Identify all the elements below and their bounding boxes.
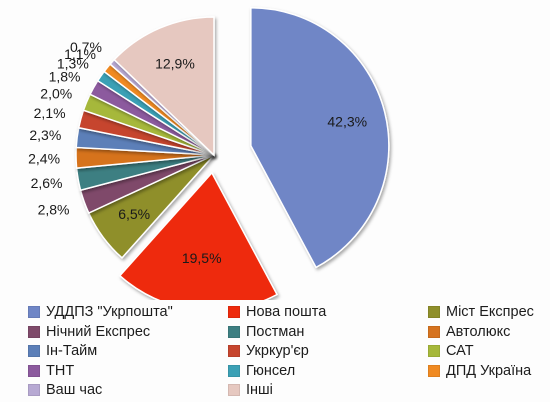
legend-swatch — [228, 325, 240, 338]
legend-item: Ваш час — [28, 382, 102, 398]
legend-swatch — [28, 325, 40, 338]
data-label: 19,5% — [182, 250, 222, 266]
pie-slice — [118, 171, 279, 300]
legend-item: Постман — [228, 324, 304, 340]
legend-item: Гюнсел — [228, 363, 295, 379]
pie-chart: 42,3%19,5%6,5%2,8%2,6%2,4%2,3%2,1%2,0%1,… — [28, 6, 390, 300]
legend-swatch — [228, 364, 240, 377]
data-label: 12,9% — [155, 56, 195, 72]
data-label: 1,1% — [64, 46, 96, 62]
data-label: 1,3% — [57, 55, 89, 71]
data-label: 42,3% — [327, 114, 367, 130]
legend-label: Міст Експрес — [446, 304, 534, 320]
data-label: 2,8% — [38, 201, 70, 217]
legend-item: Автолюкс — [428, 324, 510, 340]
legend-label: Інші — [246, 382, 273, 398]
legend-label: ДПД Україна — [446, 362, 532, 379]
legend-label: САТ — [446, 343, 474, 359]
legend-label: Укркур'єр — [246, 343, 309, 359]
legend-item: ТНТ — [28, 363, 74, 379]
data-label: 2,1% — [34, 105, 66, 121]
pie-slices — [75, 6, 390, 300]
legend-swatch — [28, 345, 40, 357]
legend-label: Автолюкс — [446, 323, 511, 340]
legend-swatch — [228, 306, 240, 318]
legend-swatch — [428, 306, 440, 318]
legend-label: Постман — [246, 323, 305, 340]
legend-item: ДПД Україна — [428, 363, 531, 379]
legend-item: Міст Експрес — [428, 304, 534, 320]
data-label: 1,8% — [49, 69, 81, 85]
legend-swatch — [428, 345, 440, 357]
legend-label: Гюнсел — [246, 362, 296, 379]
legend-swatch — [28, 384, 40, 396]
legend-label: Нова пошта — [246, 304, 327, 320]
legend-item: Інші — [228, 382, 273, 398]
legend: УДДПЗ "Укрпошта" Нова пошта Міст Експрес Ні… — [0, 300, 550, 402]
data-label: 6,5% — [118, 206, 150, 222]
legend-swatch — [28, 364, 40, 377]
legend-item: САТ — [428, 343, 474, 359]
legend-item: Нічний Експрес — [28, 324, 150, 340]
legend-item: Ін-Тайм — [28, 343, 97, 359]
legend-label: Нічний Експрес — [46, 323, 151, 340]
data-label: 0,7% — [70, 39, 102, 55]
pie-slice — [113, 16, 215, 157]
data-labels: 42,3%19,5%6,5%2,8%2,6%2,4%2,3%2,1%2,0%1,… — [28, 39, 367, 266]
legend-label: Ін-Тайм — [46, 343, 98, 359]
legend-swatch — [28, 306, 40, 318]
data-label: 2,6% — [31, 175, 63, 191]
data-label: 2,4% — [28, 150, 60, 166]
legend-item: Укркур'єр — [228, 343, 309, 359]
legend-swatch — [428, 364, 440, 377]
legend-swatch — [428, 325, 440, 338]
data-label: 2,0% — [40, 86, 72, 102]
data-label: 2,3% — [29, 127, 61, 143]
legend-label: Ваш час — [46, 382, 103, 398]
legend-swatch — [228, 345, 240, 357]
legend-item: УДДПЗ "Укрпошта" — [28, 304, 173, 320]
pie-slice — [250, 6, 390, 269]
legend-swatch — [228, 384, 240, 396]
legend-label: ТНТ — [46, 362, 75, 379]
legend-item: Нова пошта — [228, 304, 326, 320]
legend-label: УДДПЗ "Укрпошта" — [46, 304, 173, 320]
